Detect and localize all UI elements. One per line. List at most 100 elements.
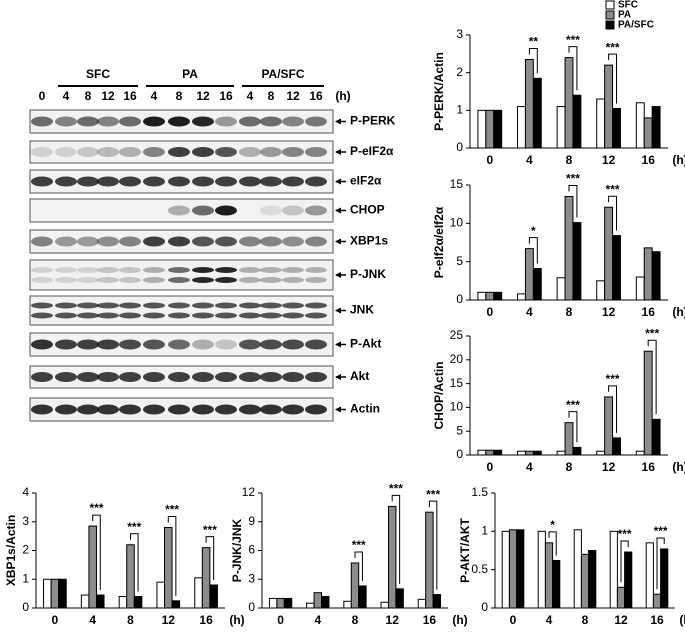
blot-band: [77, 147, 99, 157]
blot-band: [143, 404, 165, 415]
blot-band: [77, 339, 99, 350]
y-tick-label: 0: [481, 600, 488, 614]
blot-band: [168, 205, 190, 216]
bar: [194, 577, 203, 609]
lane-label: 16: [219, 89, 233, 103]
blot-band: [260, 339, 282, 350]
y-tick-label: 6: [248, 543, 255, 557]
blot-band: [239, 277, 261, 283]
bar: [118, 596, 128, 609]
bar: [572, 94, 582, 149]
blot-band: [77, 236, 99, 247]
bar: [572, 222, 582, 301]
bar: [485, 291, 495, 301]
bar: [306, 602, 315, 609]
x-tick-label: 0: [510, 613, 517, 627]
bar: [604, 206, 614, 301]
bar: [651, 418, 661, 456]
bar: [552, 559, 561, 609]
y-tick-label: 20: [450, 352, 464, 366]
blot-band: [282, 372, 304, 382]
significance-bracket: [528, 47, 538, 74]
blot-band: [31, 116, 53, 127]
bar: [556, 450, 566, 456]
bar: [50, 578, 60, 609]
y-tick-label: 0: [456, 292, 463, 306]
bar: [133, 596, 143, 609]
y-tick-label: 0: [248, 600, 255, 614]
bar: [477, 109, 487, 149]
x-tick-label: 8: [127, 613, 134, 627]
significance-label: ***: [606, 40, 620, 54]
blot-band: [31, 404, 53, 415]
significance-label: ***: [203, 523, 217, 537]
arrow-head: [335, 118, 341, 125]
blot-band: [77, 312, 99, 319]
significance-bracket: [568, 411, 578, 443]
blot-band: [260, 302, 282, 309]
blot-band: [97, 277, 119, 283]
blot-band: [31, 236, 53, 247]
blot-band: [192, 236, 214, 247]
blot-band: [143, 372, 165, 382]
bar: [596, 280, 606, 301]
blot-band: [282, 116, 304, 127]
row-label: P-PERK: [350, 114, 396, 128]
blot-band: [119, 339, 141, 350]
bar: [556, 277, 566, 301]
x-tick-label: 4: [546, 613, 553, 627]
blot-band: [77, 267, 99, 273]
bar: [612, 437, 621, 456]
blot-band: [55, 236, 77, 247]
legend-swatch: [605, 10, 615, 20]
y-axis-label: P-JNK/JNK: [230, 519, 244, 583]
bar: [164, 527, 173, 609]
x-tick-label: 0: [486, 305, 493, 319]
bar: [624, 551, 633, 609]
y-axis-label: XBP1s/Actin: [4, 515, 18, 586]
blot-band: [239, 312, 261, 319]
x-tick-label: 8: [566, 153, 573, 167]
bar: [395, 588, 404, 609]
blot-band: [215, 302, 237, 309]
significance-bracket: [608, 53, 618, 104]
blot-band: [168, 372, 190, 382]
blot-band: [31, 277, 53, 283]
y-tick-label: 5: [456, 423, 463, 437]
blot-band: [97, 116, 119, 127]
group-label: PA/SFC: [261, 67, 304, 81]
blot-band: [215, 312, 237, 319]
blot-band: [305, 176, 327, 187]
x-tick-label: 8: [582, 613, 589, 627]
blot-band: [119, 236, 141, 247]
blot-band: [97, 267, 119, 273]
blot-band: [215, 277, 237, 283]
blot-band: [55, 176, 77, 187]
bar: [477, 449, 487, 456]
bar: [350, 562, 360, 609]
significance-label: ***: [606, 182, 620, 196]
blot-band: [239, 372, 261, 382]
x-tick-label: 4: [89, 613, 96, 627]
time-label: (h): [335, 89, 350, 103]
y-tick-label: 1.5: [471, 485, 488, 499]
bar: [95, 594, 105, 609]
legend-label: SFC: [618, 0, 638, 11]
arrow-head: [335, 307, 341, 314]
blot-band: [215, 176, 237, 187]
blot-band: [77, 277, 99, 283]
row-label: XBP1s: [350, 234, 388, 248]
significance-label: ***: [352, 538, 366, 552]
blot-band: [282, 302, 304, 309]
significance-label: ***: [566, 172, 580, 186]
significance-label: ***: [566, 33, 580, 47]
bar: [609, 530, 618, 609]
y-tick-label: 0: [456, 447, 463, 461]
blot-band: [55, 339, 77, 350]
lane-label: 0: [39, 89, 46, 103]
blot-band: [55, 302, 77, 309]
bar: [493, 291, 503, 301]
blot-band: [239, 267, 261, 273]
bar: [156, 581, 166, 609]
blot-band: [215, 147, 237, 157]
